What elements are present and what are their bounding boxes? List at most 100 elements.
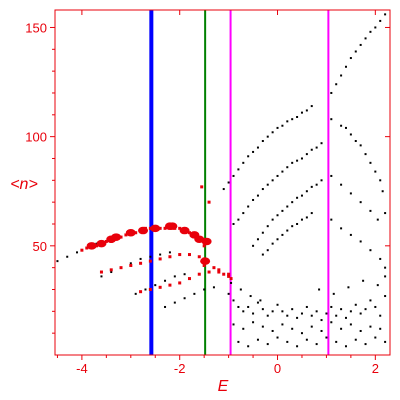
data-point <box>300 157 303 160</box>
data-point <box>207 270 211 274</box>
data-point <box>56 260 59 263</box>
data-point <box>359 329 362 332</box>
data-point <box>364 37 367 40</box>
data-point <box>237 305 240 308</box>
data-point <box>305 153 308 156</box>
data-point <box>129 263 133 267</box>
data-point <box>256 338 259 341</box>
data-point <box>252 244 255 247</box>
data-point <box>340 183 343 186</box>
data-point <box>139 261 143 265</box>
data-point <box>310 185 313 188</box>
data-point <box>276 126 279 129</box>
data-point <box>200 185 204 189</box>
data-point <box>66 255 69 258</box>
data-point <box>315 146 318 149</box>
data-point <box>212 286 215 289</box>
data-point <box>261 231 264 234</box>
y-tick-label: 150 <box>25 20 47 35</box>
data-point <box>296 222 299 225</box>
data-point <box>266 343 269 346</box>
data-point <box>202 244 206 248</box>
data-point <box>335 314 338 317</box>
data-point <box>296 115 299 118</box>
data-point <box>104 239 108 243</box>
data-point <box>249 295 252 298</box>
data-point <box>163 226 167 230</box>
data-point <box>354 303 357 306</box>
data-point <box>149 255 152 258</box>
data-point <box>183 273 186 276</box>
data-point <box>217 270 221 274</box>
data-point <box>159 253 162 256</box>
axes: -4 -2 0 2 50 100 150 <box>25 9 391 376</box>
data-point <box>359 240 362 243</box>
data-point <box>364 308 367 311</box>
data-point <box>212 266 216 270</box>
data-points <box>56 13 387 348</box>
data-point <box>100 275 103 278</box>
data-point-large <box>86 242 97 250</box>
data-point <box>217 268 221 272</box>
data-point <box>384 13 387 16</box>
data-point <box>232 174 235 177</box>
y-axis-label: <n> <box>10 176 38 193</box>
data-point <box>296 196 299 199</box>
data-point <box>376 284 379 287</box>
data-point <box>252 150 255 153</box>
data-point <box>384 212 387 215</box>
data-point <box>139 290 143 294</box>
data-point <box>193 292 196 295</box>
data-point-large <box>138 226 149 235</box>
data-point <box>344 345 347 348</box>
data-point <box>222 188 225 191</box>
data-point <box>252 321 255 324</box>
data-point <box>164 279 167 282</box>
data-point <box>374 305 377 308</box>
data-point <box>369 161 372 164</box>
data-point <box>242 310 245 313</box>
data-point <box>271 131 274 134</box>
data-point <box>330 218 333 221</box>
data-point <box>325 336 328 339</box>
data-point <box>310 325 313 328</box>
data-point <box>344 65 347 68</box>
x-tick-label: -4 <box>76 361 88 376</box>
data-point <box>330 118 333 121</box>
data-point <box>266 225 269 228</box>
data-point <box>85 246 89 250</box>
data-point <box>173 275 176 278</box>
data-point <box>256 146 259 149</box>
data-point <box>252 312 255 315</box>
data-point <box>330 91 333 94</box>
data-point <box>349 323 352 326</box>
data-point <box>384 340 387 343</box>
data-point <box>247 205 250 208</box>
data-point <box>110 271 113 274</box>
data-point <box>119 266 123 270</box>
data-point <box>286 205 289 208</box>
data-point <box>354 338 357 341</box>
data-point <box>376 218 379 221</box>
data-point <box>354 140 357 143</box>
data-point <box>134 292 137 295</box>
data-point <box>237 168 240 171</box>
data-point <box>183 297 186 300</box>
data-point <box>374 336 377 339</box>
data-point-large <box>96 239 107 248</box>
data-point <box>379 327 382 330</box>
data-point <box>349 57 352 60</box>
data-point <box>276 336 279 339</box>
y-tick-label: 50 <box>33 239 47 254</box>
data-point <box>318 288 321 291</box>
data-point <box>237 218 240 221</box>
data-point <box>259 299 262 302</box>
data-point <box>286 229 289 232</box>
data-point <box>364 343 367 346</box>
data-point <box>256 238 259 241</box>
data-point <box>291 118 294 121</box>
data-point <box>291 161 294 164</box>
data-point <box>207 200 211 204</box>
data-point <box>320 142 323 145</box>
